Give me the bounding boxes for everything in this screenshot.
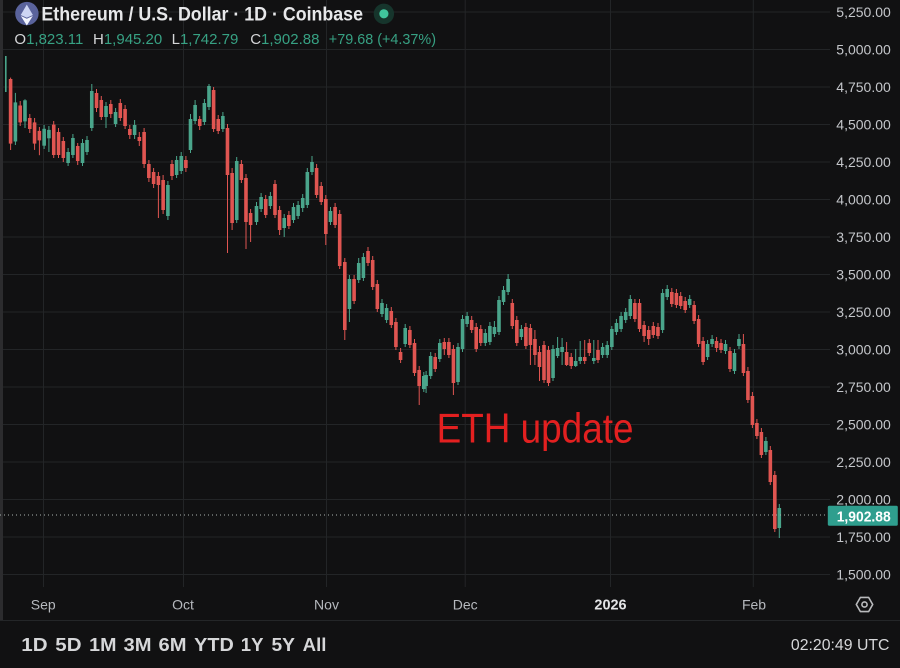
svg-text:2026: 2026 bbox=[594, 597, 626, 613]
svg-text:Nov: Nov bbox=[314, 596, 339, 612]
svg-text:5,000.00: 5,000.00 bbox=[836, 42, 891, 58]
svg-text:3,250.00: 3,250.00 bbox=[836, 304, 891, 320]
svg-text:1D: 1D bbox=[21, 635, 47, 655]
svg-text:5D: 5D bbox=[55, 635, 81, 655]
svg-text:Ethereum / U.S. Dollar · 1D ·: Ethereum / U.S. Dollar · 1D · Coinbase bbox=[41, 5, 363, 26]
svg-text:2,750.00: 2,750.00 bbox=[836, 379, 891, 395]
svg-text:6M: 6M bbox=[159, 635, 187, 655]
svg-text:1Y: 1Y bbox=[241, 635, 264, 655]
svg-text:ETH update: ETH update bbox=[437, 404, 634, 451]
svg-text:4,750.00: 4,750.00 bbox=[836, 79, 891, 95]
svg-text:4,000.00: 4,000.00 bbox=[836, 192, 891, 208]
svg-text:1,500.00: 1,500.00 bbox=[836, 567, 891, 583]
svg-text:Sep: Sep bbox=[31, 596, 56, 612]
svg-text:YTD: YTD bbox=[194, 635, 234, 655]
svg-text:2,000.00: 2,000.00 bbox=[836, 492, 891, 508]
svg-text:Feb: Feb bbox=[742, 596, 766, 612]
svg-text:2,500.00: 2,500.00 bbox=[836, 417, 891, 433]
svg-text:Dec: Dec bbox=[453, 596, 478, 612]
svg-text:Oct: Oct bbox=[172, 596, 194, 612]
svg-text:All: All bbox=[303, 635, 327, 655]
svg-text:4,500.00: 4,500.00 bbox=[836, 117, 891, 133]
svg-text:2,250.00: 2,250.00 bbox=[836, 454, 891, 470]
svg-text:4,250.00: 4,250.00 bbox=[836, 154, 891, 170]
svg-text:1M: 1M bbox=[89, 635, 116, 655]
svg-text:3,500.00: 3,500.00 bbox=[836, 267, 891, 283]
svg-text:02:20:49 UTC: 02:20:49 UTC bbox=[791, 637, 890, 654]
svg-text:1,902.88: 1,902.88 bbox=[837, 509, 891, 526]
svg-text:3,750.00: 3,750.00 bbox=[836, 229, 891, 245]
svg-text:5Y: 5Y bbox=[272, 635, 296, 655]
svg-text:3,000.00: 3,000.00 bbox=[836, 342, 891, 358]
svg-text:1,750.00: 1,750.00 bbox=[836, 529, 891, 545]
svg-text:5,250.00: 5,250.00 bbox=[836, 4, 891, 20]
svg-text:3M: 3M bbox=[124, 635, 152, 655]
